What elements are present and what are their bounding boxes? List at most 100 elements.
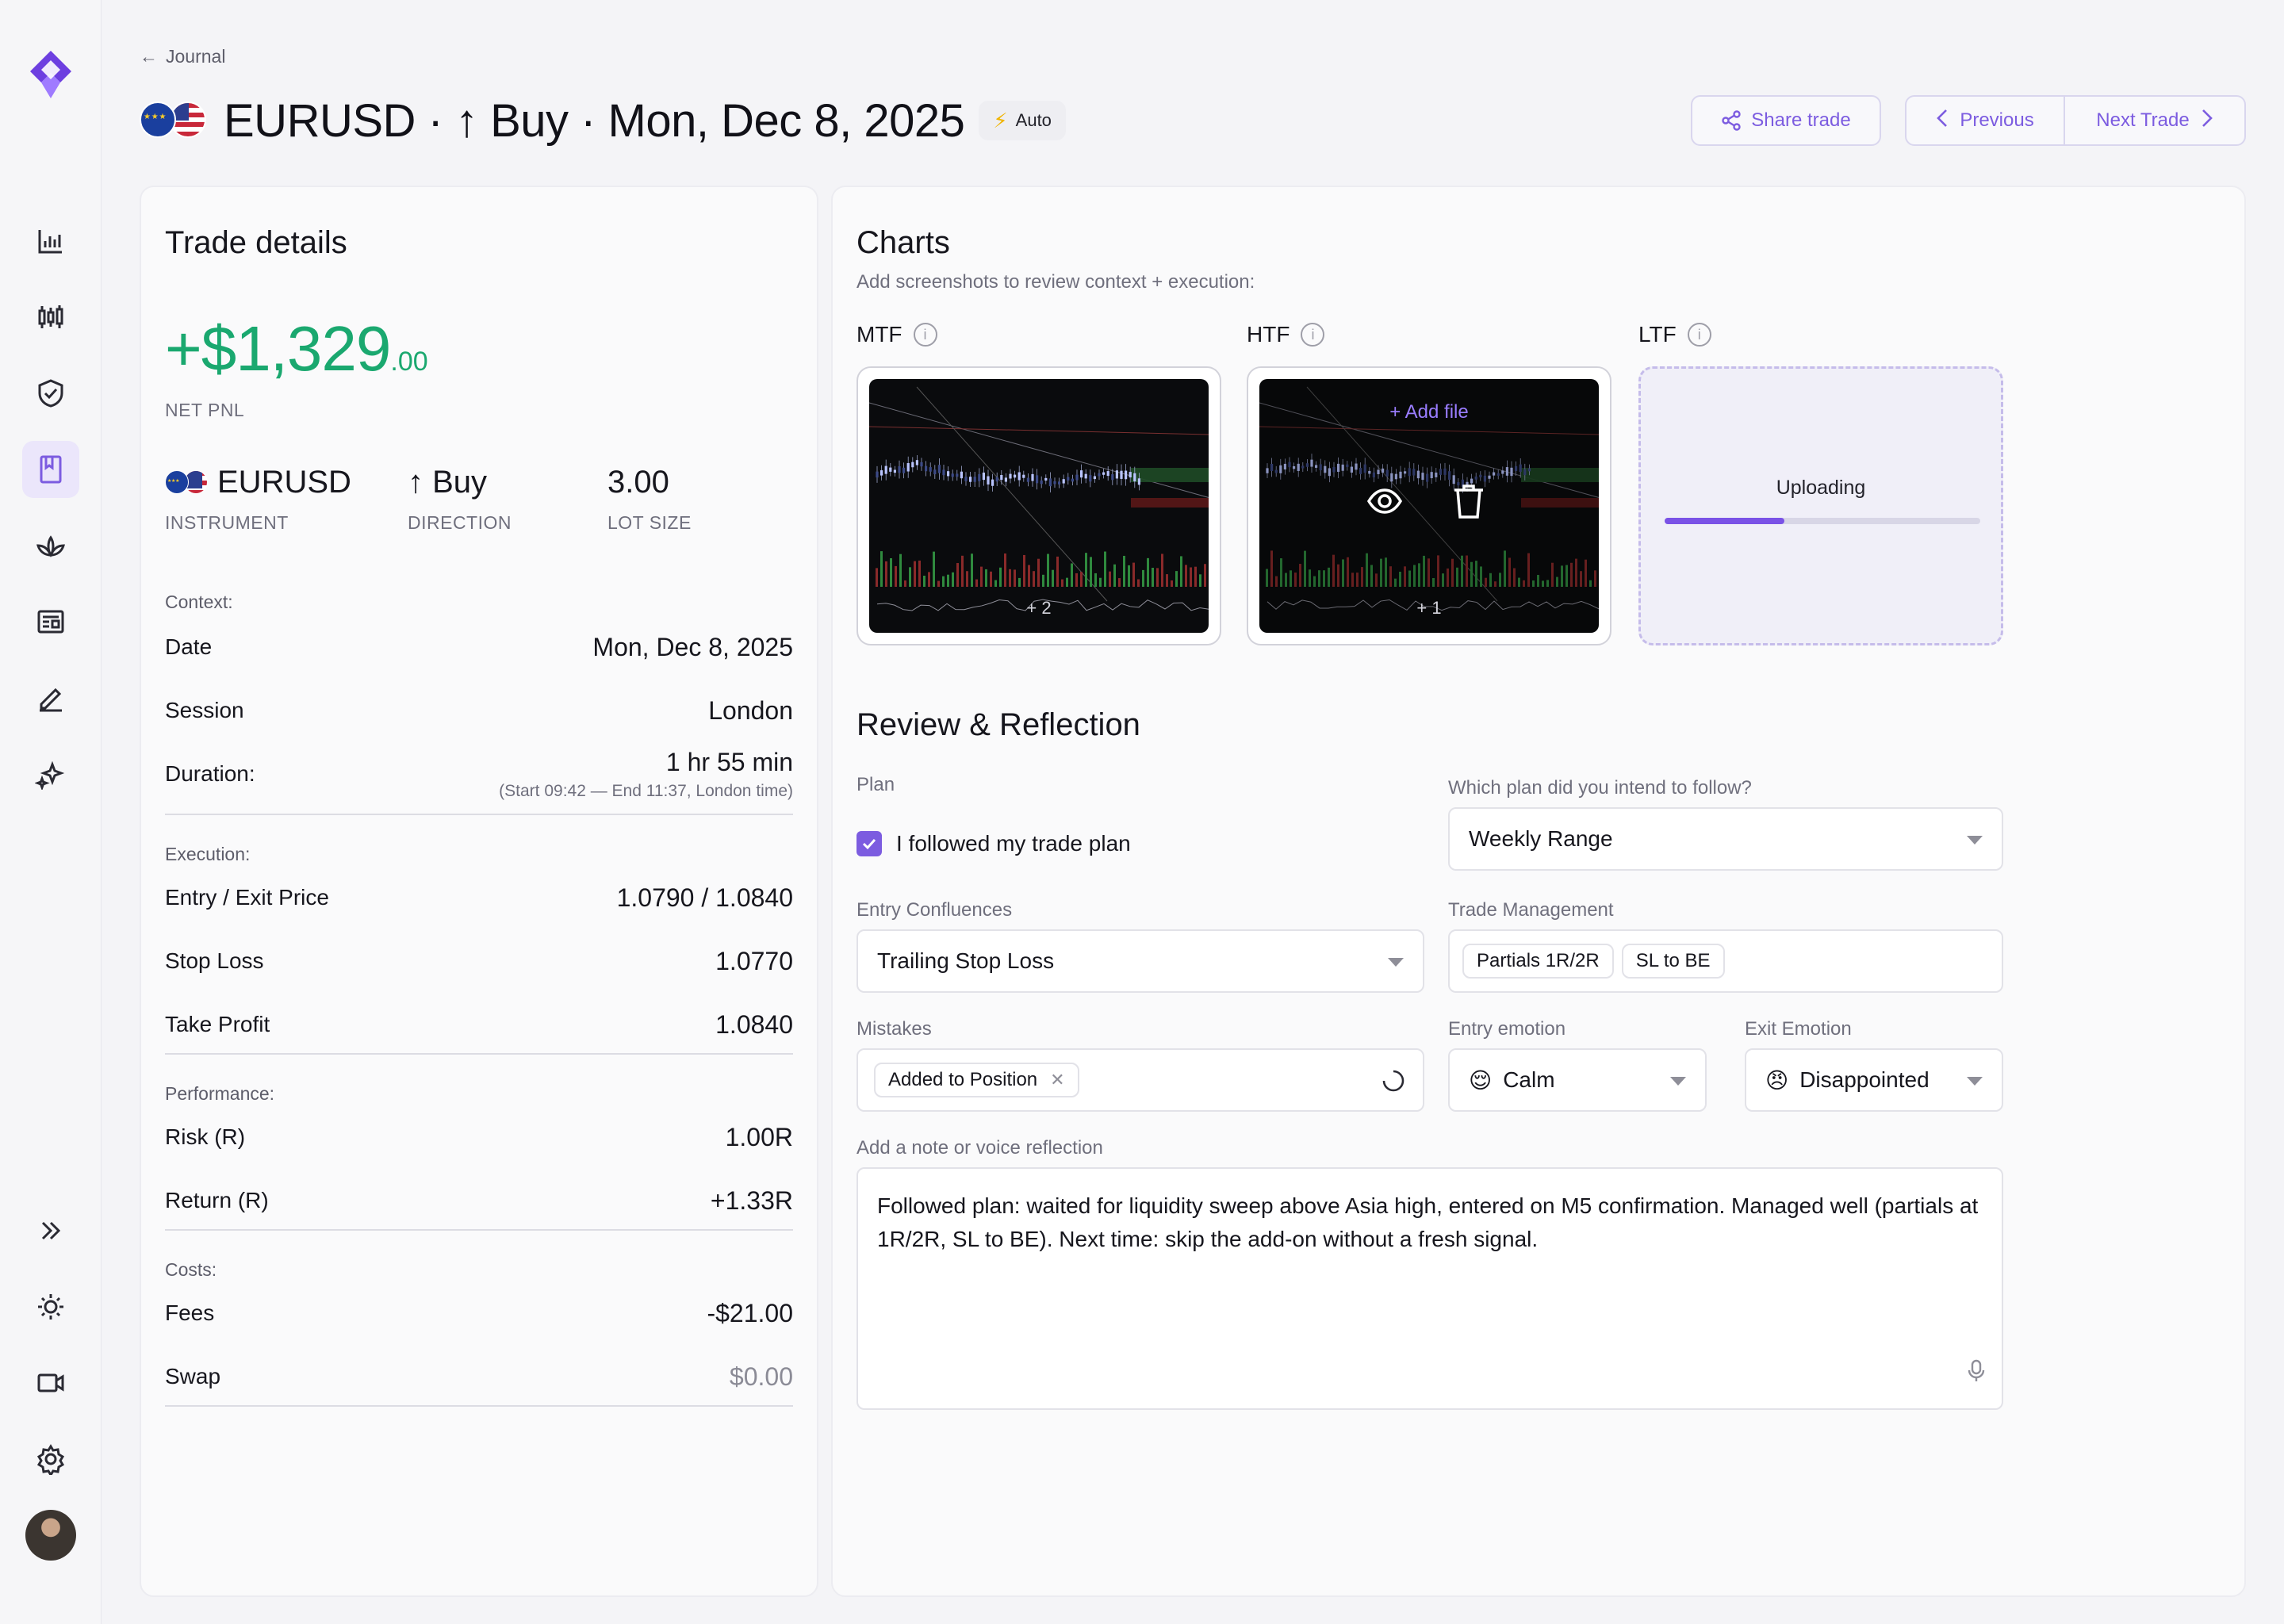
duration-subtext: (Start 09:42 — End 11:37, London time) <box>499 781 793 800</box>
app-logo-icon[interactable] <box>22 46 79 103</box>
net-pnl-label: NET PNL <box>165 400 245 420</box>
sparkles-icon[interactable] <box>22 745 79 802</box>
fees-label: Fees <box>165 1300 215 1325</box>
divider <box>165 1405 793 1407</box>
previous-trade-button[interactable]: Previous <box>1907 97 2065 144</box>
tag-label: Added to Position <box>888 1069 1038 1090</box>
stop-loss-label: Stop Loss <box>165 948 264 973</box>
info-icon[interactable]: i <box>1687 323 1711 347</box>
net-pnl-main: +$1,329 <box>165 313 391 384</box>
charts-subtitle: Add screenshots to review context + exec… <box>856 271 1255 293</box>
calm-emoji-icon: 😌 <box>1469 1067 1493 1093</box>
return-row: Return (R) +1.33R <box>165 1185 793 1216</box>
session-row: Session London <box>165 695 793 726</box>
candlestick-icon[interactable] <box>22 289 79 346</box>
entry-emotion-select[interactable]: 😌 Calm <box>1448 1048 1707 1112</box>
trade-management-field[interactable]: Partials 1R/2R SL to BE <box>1448 929 2003 993</box>
chart-thumbnail-image <box>869 386 1209 611</box>
mistakes-field[interactable]: Added to Position ✕ <box>856 1048 1424 1112</box>
trash-icon[interactable] <box>1451 482 1496 527</box>
direction-stat: ↑ Buy DIRECTION <box>408 462 512 534</box>
arrow-left-icon: ← <box>140 46 158 67</box>
entry-exit-value: 1.0790 / 1.0840 <box>616 883 793 912</box>
more-screenshots-count: + 1 <box>1416 598 1442 618</box>
expand-chevrons-icon[interactable] <box>22 1202 79 1259</box>
htf-label-group: HTF i <box>1247 322 1325 347</box>
risk-value: 1.00R <box>725 1122 793 1151</box>
info-icon[interactable]: i <box>913 323 937 347</box>
review-title: Review & Reflection <box>856 707 1140 742</box>
note-textarea[interactable]: Followed plan: waited for liquidity swee… <box>856 1167 2003 1410</box>
risk-row: Risk (R) 1.00R <box>165 1121 793 1153</box>
direction-value: ↑ Buy <box>408 464 488 500</box>
duration-label: Duration: <box>165 761 255 786</box>
swap-value: $0.00 <box>729 1362 793 1391</box>
loading-spinner-icon <box>1382 1069 1405 1098</box>
lot-size-value: 3.00 <box>607 464 669 500</box>
remove-tag-icon[interactable]: ✕ <box>1050 1070 1065 1090</box>
auto-badge: ⚡ Auto <box>979 101 1066 140</box>
shield-check-icon[interactable] <box>22 365 79 422</box>
take-profit-value: 1.0840 <box>715 1009 793 1039</box>
performance-section-label: Performance: <box>165 1083 275 1104</box>
exit-emotion-select[interactable]: 😠 Disappointed <box>1745 1048 2003 1112</box>
entry-exit-row: Entry / Exit Price 1.0790 / 1.0840 <box>165 882 793 914</box>
info-icon[interactable]: i <box>1301 323 1325 347</box>
share-trade-button[interactable]: Share trade <box>1691 95 1881 146</box>
lot-size-stat: 3.00 LOT SIZE <box>607 462 692 534</box>
mtf-screenshot-slot[interactable]: + 2 <box>856 366 1221 645</box>
checkbox-checked-icon[interactable] <box>856 831 882 856</box>
stop-loss-value: 1.0770 <box>715 946 793 975</box>
lotus-icon[interactable] <box>22 517 79 574</box>
hover-overlay <box>1259 379 1599 633</box>
mtf-chart-thumbnail[interactable]: + 2 <box>869 379 1209 633</box>
followed-plan-checkbox-row[interactable]: I followed my trade plan <box>856 831 1131 856</box>
previous-label: Previous <box>1960 109 2034 131</box>
divider <box>165 1229 793 1231</box>
followed-plan-label: I followed my trade plan <box>896 831 1131 856</box>
entry-emotion-value: Calm <box>1503 1067 1555 1092</box>
htf-screenshot-slot[interactable]: + Add file + 1 <box>1247 366 1611 645</box>
add-file-button[interactable]: + Add file <box>1389 401 1469 423</box>
swap-row: Swap $0.00 <box>165 1361 793 1392</box>
return-value: +1.33R <box>710 1185 793 1215</box>
tag-chip[interactable]: Partials 1R/2R <box>1462 944 1614 979</box>
note-label: Add a note or voice reflection <box>856 1137 1103 1159</box>
chevron-down-icon <box>1967 1077 1983 1086</box>
user-avatar[interactable] <box>25 1510 76 1561</box>
take-profit-row: Take Profit 1.0840 <box>165 1009 793 1040</box>
eu-flag-icon <box>165 470 189 494</box>
entry-exit-label: Entry / Exit Price <box>165 885 329 910</box>
charts-review-card: Charts Add screenshots to review context… <box>831 186 2246 1597</box>
microphone-icon[interactable] <box>1967 1359 1986 1392</box>
video-icon[interactable] <box>22 1354 79 1411</box>
journal-book-icon[interactable] <box>22 441 79 498</box>
which-plan-label: Which plan did you intend to follow? <box>1448 777 1752 799</box>
back-to-journal-link[interactable]: ← Journal <box>140 46 225 67</box>
view-icon[interactable] <box>1366 482 1410 527</box>
share-trade-label: Share trade <box>1751 109 1851 131</box>
next-trade-button[interactable]: Next Trade <box>2065 97 2244 144</box>
chevron-right-icon <box>2201 108 2213 134</box>
session-label: Session <box>165 698 244 722</box>
stop-loss-row: Stop Loss 1.0770 <box>165 945 793 977</box>
chevron-down-icon <box>1670 1077 1686 1086</box>
bar-chart-icon[interactable] <box>22 213 79 270</box>
tag-chip[interactable]: SL to BE <box>1621 944 1725 979</box>
fees-value: -$21.00 <box>707 1298 793 1327</box>
instrument-value: EURUSD <box>217 464 351 500</box>
lot-size-label: LOT SIZE <box>607 512 692 533</box>
entry-confluences-select[interactable]: Trailing Stop Loss <box>856 929 1424 993</box>
ltf-upload-slot[interactable]: Uploading <box>1638 366 2003 645</box>
gear-icon[interactable] <box>22 1431 79 1488</box>
upload-progress-fill <box>1665 518 1785 524</box>
pencil-icon[interactable] <box>22 669 79 726</box>
newspaper-icon[interactable] <box>22 593 79 650</box>
htf-chart-thumbnail[interactable]: + Add file + 1 <box>1259 379 1599 633</box>
which-plan-select[interactable]: Weekly Range <box>1448 807 2003 871</box>
sun-icon[interactable] <box>22 1278 79 1335</box>
more-screenshots-count: + 2 <box>1026 598 1052 618</box>
divider <box>165 814 793 815</box>
tag-chip[interactable]: Added to Position ✕ <box>874 1063 1079 1097</box>
duration-value: 1 hr 55 min <box>665 747 793 776</box>
